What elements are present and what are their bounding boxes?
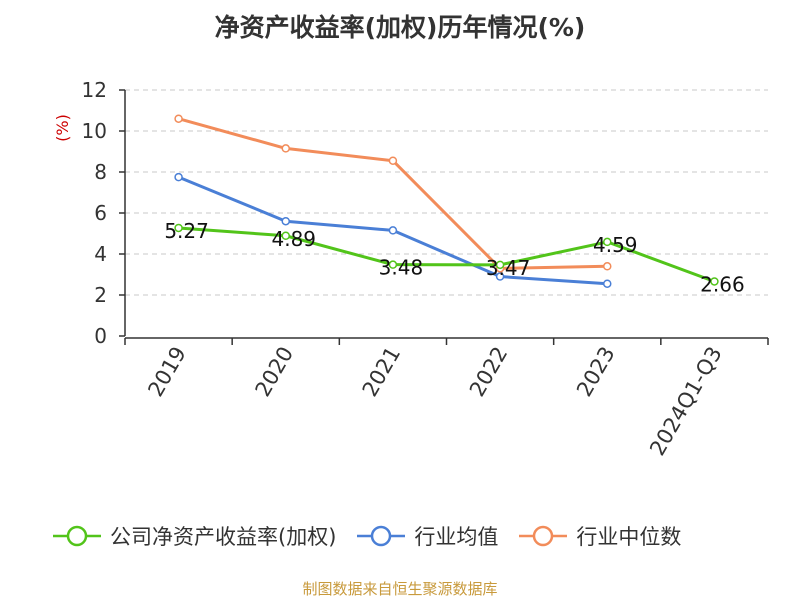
- data-point: [174, 223, 183, 233]
- data-label: 5.27: [164, 219, 209, 243]
- chart-title: 净资产收益率(加权)历年情况(%): [214, 13, 586, 42]
- x-tick-label: 2023: [572, 343, 620, 401]
- x-tick-label: 2021: [358, 343, 406, 401]
- data-point: [603, 279, 612, 288]
- data-label: 4.59: [593, 233, 638, 257]
- y-tick-label: 10: [82, 119, 107, 143]
- y-tick-label: 0: [94, 324, 107, 348]
- data-point: [388, 226, 398, 235]
- legend-label: 行业中位数: [576, 525, 682, 549]
- y-tick-label: 8: [94, 160, 107, 184]
- data-point: [495, 260, 505, 270]
- data-point: [603, 237, 612, 247]
- data-source-note: 制图数据来自恒生聚源数据库: [302, 580, 498, 598]
- series-line: [178, 117, 608, 270]
- y-tick-label: 2: [94, 283, 107, 307]
- line-chart: 0 2 4 6 8 10 12 (%) 2019 2020 2021 2022 2023 2024Q1-Q…: [53, 78, 769, 460]
- data-point: [174, 114, 183, 123]
- data-label: 4.89: [271, 227, 316, 251]
- data-point: [710, 277, 719, 286]
- data-point: [388, 260, 398, 269]
- legend-label: 公司净资产收益率(加权): [110, 525, 337, 549]
- data-point: [281, 216, 290, 226]
- data-label: 3.48: [379, 256, 424, 280]
- y-tick-label: 6: [94, 201, 107, 225]
- x-tick-label: 2022: [465, 343, 513, 401]
- legend-line-circle-icon: [519, 525, 568, 547]
- y-tick-label: 4: [94, 242, 107, 266]
- x-tick-label: 2020: [251, 343, 299, 401]
- y-axis-label: (%): [53, 114, 72, 142]
- data-label: 3.47: [486, 256, 531, 280]
- series-line: [178, 226, 715, 283]
- y-tick-label: 12: [82, 78, 107, 102]
- data-label: 2.66: [700, 272, 745, 296]
- data-point: [388, 156, 398, 165]
- data-point: [174, 172, 183, 182]
- data-point: [281, 231, 290, 241]
- x-tick-label: 2024Q1-Q3: [645, 343, 727, 460]
- data-point: [495, 272, 505, 281]
- legend-line-circle-icon: [53, 525, 101, 547]
- x-tick-label: 2019: [143, 343, 191, 401]
- legend-item[interactable]: 公司净资产收益率(加权): [52, 521, 336, 551]
- legend: 公司净资产收益率(加权) 行业均值 行业中位数: [52, 516, 772, 556]
- legend-line-circle-icon: [357, 525, 406, 547]
- legend-item[interactable]: 行业中位数: [518, 521, 681, 551]
- legend-label: 行业均值: [414, 525, 499, 549]
- data-point: [603, 262, 612, 271]
- data-point: [281, 144, 290, 153]
- legend-item[interactable]: 行业均值: [356, 521, 498, 551]
